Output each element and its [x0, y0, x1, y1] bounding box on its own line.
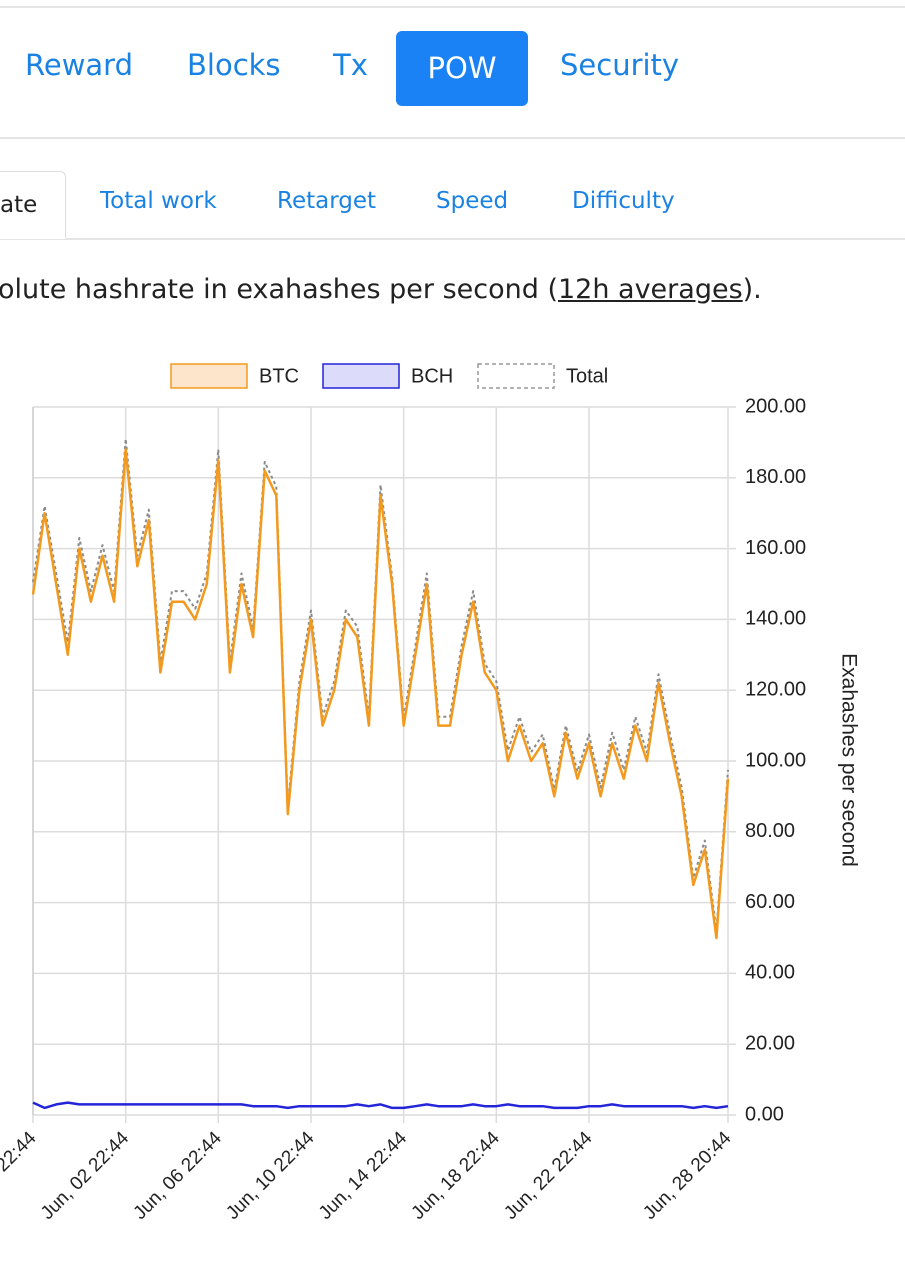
sub-tab[interactable]: Speed — [436, 188, 509, 214]
divider — [0, 137, 905, 139]
nav-tab[interactable]: POW — [396, 31, 528, 106]
x-tick-label: Jun, 22 22:44 — [500, 1127, 597, 1224]
nav-tab[interactable]: Security — [560, 48, 680, 82]
y-tick-label: 140.00 — [745, 608, 806, 630]
y-tick-label: 100.00 — [745, 749, 806, 771]
x-tick-label: Jun, 18 22:44 — [408, 1127, 505, 1224]
divider — [0, 238, 905, 240]
x-tick-label: Jun, 14 22:44 — [315, 1127, 412, 1224]
sub-tab[interactable]: Total work — [100, 188, 217, 214]
legend-label: BTC — [259, 365, 299, 387]
description-text: olute hashrate in exahashes per second ( — [0, 274, 558, 305]
legend-swatch — [477, 363, 555, 389]
y-tick-label: 0.00 — [745, 1103, 784, 1125]
x-tick-label: 22:44 — [0, 1127, 41, 1176]
divider — [0, 6, 905, 8]
series-line — [31, 448, 730, 940]
y-tick-label: 20.00 — [745, 1032, 795, 1054]
legend-swatch — [322, 363, 400, 389]
y-tick-label: 180.00 — [745, 466, 806, 488]
nav-tab[interactable]: Tx — [333, 48, 368, 82]
series-line — [32, 1101, 729, 1110]
legend-swatch — [170, 363, 248, 389]
y-axis-label: Exahashes per second — [837, 653, 860, 867]
description: olute hashrate in exahashes per second (… — [0, 274, 762, 305]
sub-tab[interactable]: Difficulty — [572, 188, 675, 214]
y-tick-label: 80.00 — [745, 820, 795, 842]
description-text: ). — [742, 274, 762, 305]
legend-label: Total — [566, 365, 608, 387]
nav-tab[interactable]: Reward — [25, 48, 133, 82]
x-tick-label: Jun, 02 22:44 — [37, 1127, 134, 1224]
x-tick-label: Jun, 10 22:44 — [222, 1127, 319, 1224]
x-tick-label: Jun, 28 20:44 — [639, 1127, 736, 1224]
y-tick-label: 200.00 — [745, 395, 806, 417]
sub-tab[interactable]: ate — [0, 171, 66, 239]
y-tick-label: 60.00 — [745, 891, 795, 913]
series-line — [32, 437, 729, 932]
sub-tab[interactable]: Retarget — [277, 188, 377, 214]
y-tick-label: 120.00 — [745, 678, 806, 700]
nav-tab[interactable]: Blocks — [187, 48, 281, 82]
x-tick-label: Jun, 06 22:44 — [130, 1127, 227, 1224]
averages-link[interactable]: 12h averages — [557, 274, 743, 305]
y-tick-label: 160.00 — [745, 537, 806, 559]
legend-label: BCH — [411, 365, 453, 387]
y-tick-label: 40.00 — [745, 962, 795, 984]
